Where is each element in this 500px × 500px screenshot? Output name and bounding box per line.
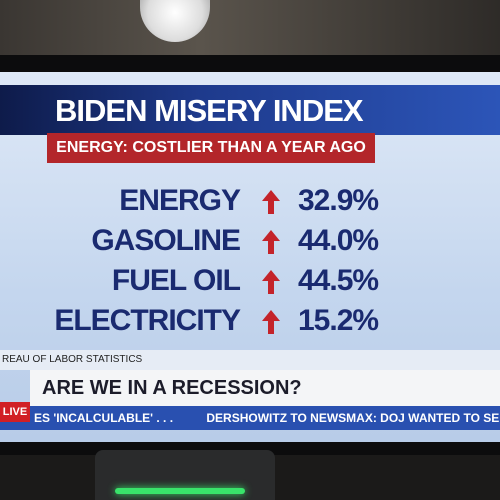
row-value: 44.0% (298, 224, 379, 257)
ticker-item: DERSHOWITZ TO NEWSMAX: DOJ WANTED TO SEI… (206, 411, 500, 425)
row-label: FUEL OIL (111, 264, 241, 297)
up-arrow (262, 310, 280, 339)
title: BIDEN MISERY INDEX (55, 93, 364, 128)
row-label: ENERGY (119, 184, 241, 217)
row-value: 32.9% (298, 184, 379, 217)
arrow-icon (262, 230, 280, 254)
lower-third: ARE WE IN A RECESSION? (30, 370, 500, 406)
ticker: ES 'INCALCULABLE' . . . DERSHOWITZ TO NE… (0, 406, 500, 430)
arrow-icon (262, 270, 280, 294)
live-badge: LIVE (0, 402, 30, 422)
up-arrow (262, 230, 280, 259)
device-lights (115, 488, 245, 494)
room (0, 0, 500, 60)
row-label: GASOLINE (91, 224, 241, 257)
up-arrow (262, 270, 280, 299)
arrow-icon (262, 310, 280, 334)
up-arrow (262, 190, 280, 219)
arrow-icon (262, 190, 280, 214)
source: REAU OF LABOR STATISTICS (0, 350, 500, 370)
header-bar (0, 85, 500, 135)
row-value: 15.2% (298, 304, 379, 337)
row-label: ELECTRICITY (54, 304, 241, 337)
subtitle: ENERGY: COSTLIER THAN A YEAR AGO (47, 133, 375, 163)
ticker-item: ES 'INCALCULABLE' . . . (34, 411, 174, 425)
row-value: 44.5% (298, 264, 379, 297)
